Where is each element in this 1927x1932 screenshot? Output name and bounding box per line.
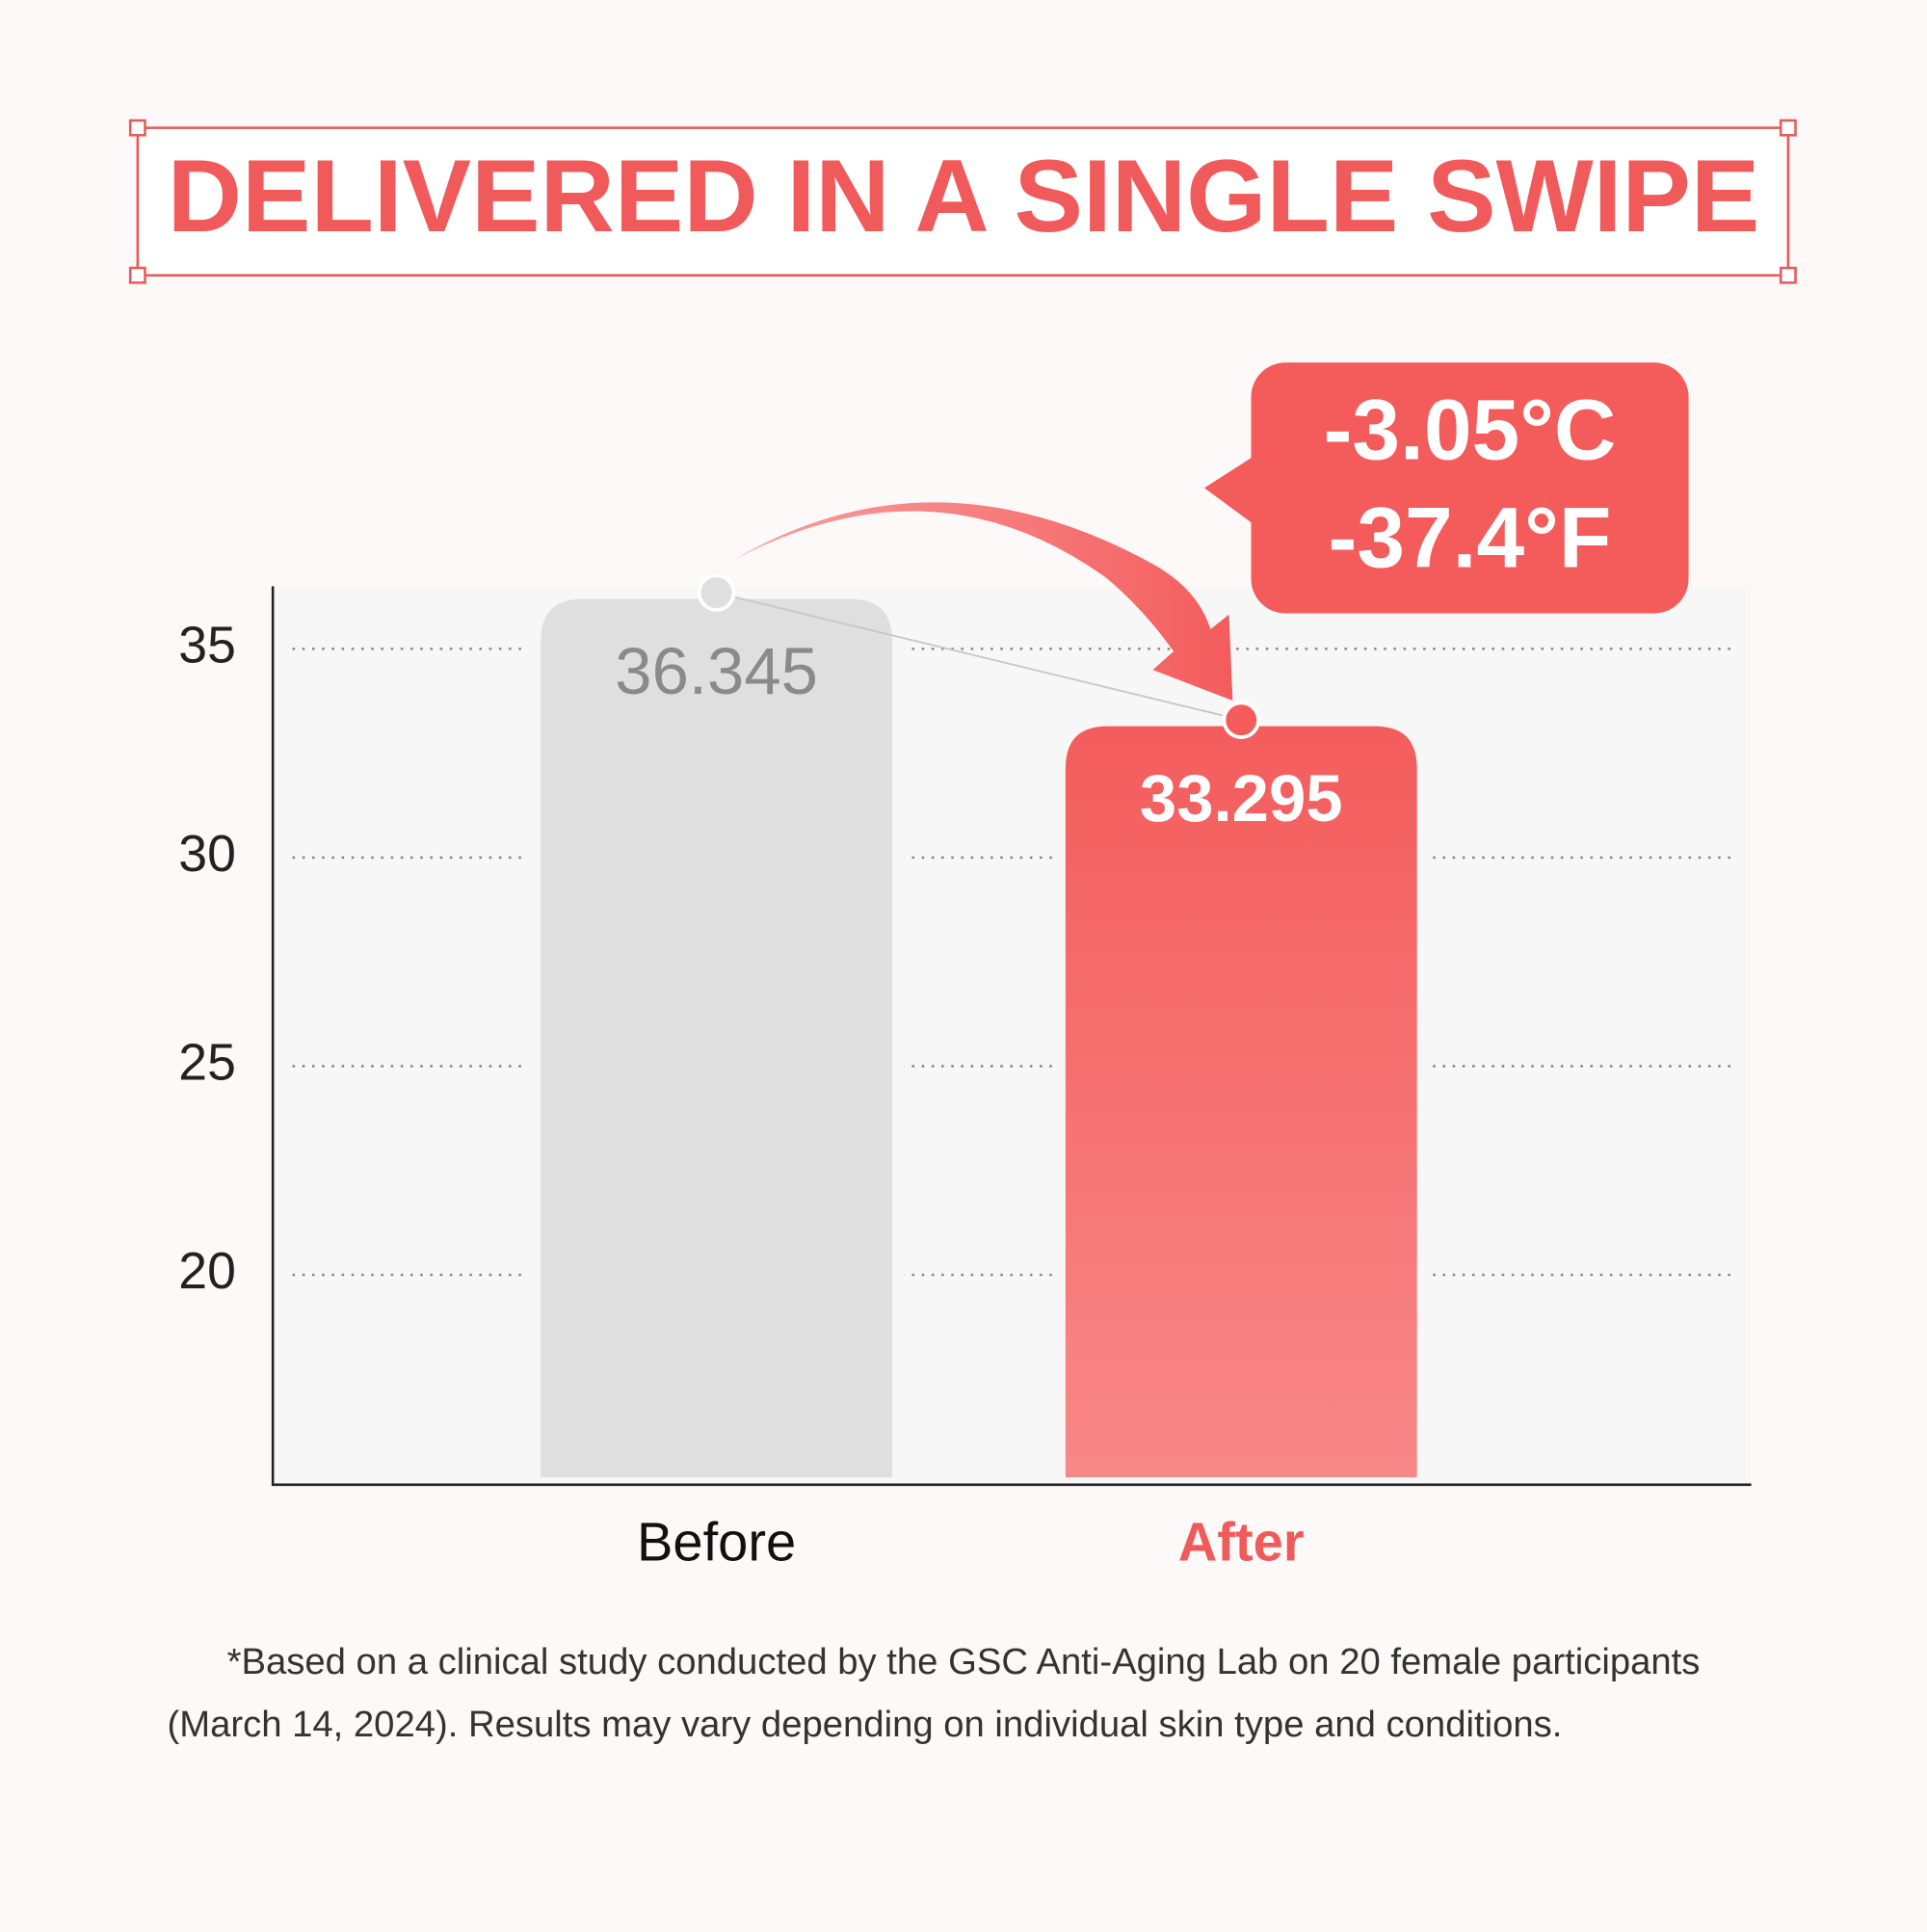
annotation: -37.4°F bbox=[1329, 490, 1612, 586]
bar bbox=[1053, 713, 1430, 1490]
y-tick-label: 20 bbox=[178, 1243, 236, 1300]
chart-title: DELIVERED IN A SINGLE SWIPE bbox=[168, 138, 1760, 253]
callout: -3.05°C -37.4°F bbox=[1204, 362, 1689, 614]
footnote: *Based on a clinical study conducted by … bbox=[227, 1641, 1701, 1682]
point bbox=[697, 573, 736, 612]
value-label: 36.345 bbox=[615, 634, 818, 708]
x-tick-label: After bbox=[1178, 1511, 1305, 1572]
x-tick-label: Before bbox=[637, 1511, 796, 1572]
bar bbox=[528, 586, 905, 1490]
connector bbox=[716, 592, 1242, 722]
point bbox=[1222, 701, 1261, 739]
title-frame bbox=[128, 119, 1797, 284]
value-label: 33.295 bbox=[1140, 761, 1343, 835]
footnote: (March 14, 2024). Results may vary depen… bbox=[167, 1704, 1562, 1745]
y-tick-label: 30 bbox=[178, 826, 236, 883]
plot-area bbox=[273, 586, 1751, 1484]
arrow bbox=[734, 502, 1233, 701]
y-tick-label: 35 bbox=[178, 618, 236, 675]
y-tick-label: 25 bbox=[178, 1035, 236, 1092]
annotation: -3.05°C bbox=[1324, 381, 1617, 477]
